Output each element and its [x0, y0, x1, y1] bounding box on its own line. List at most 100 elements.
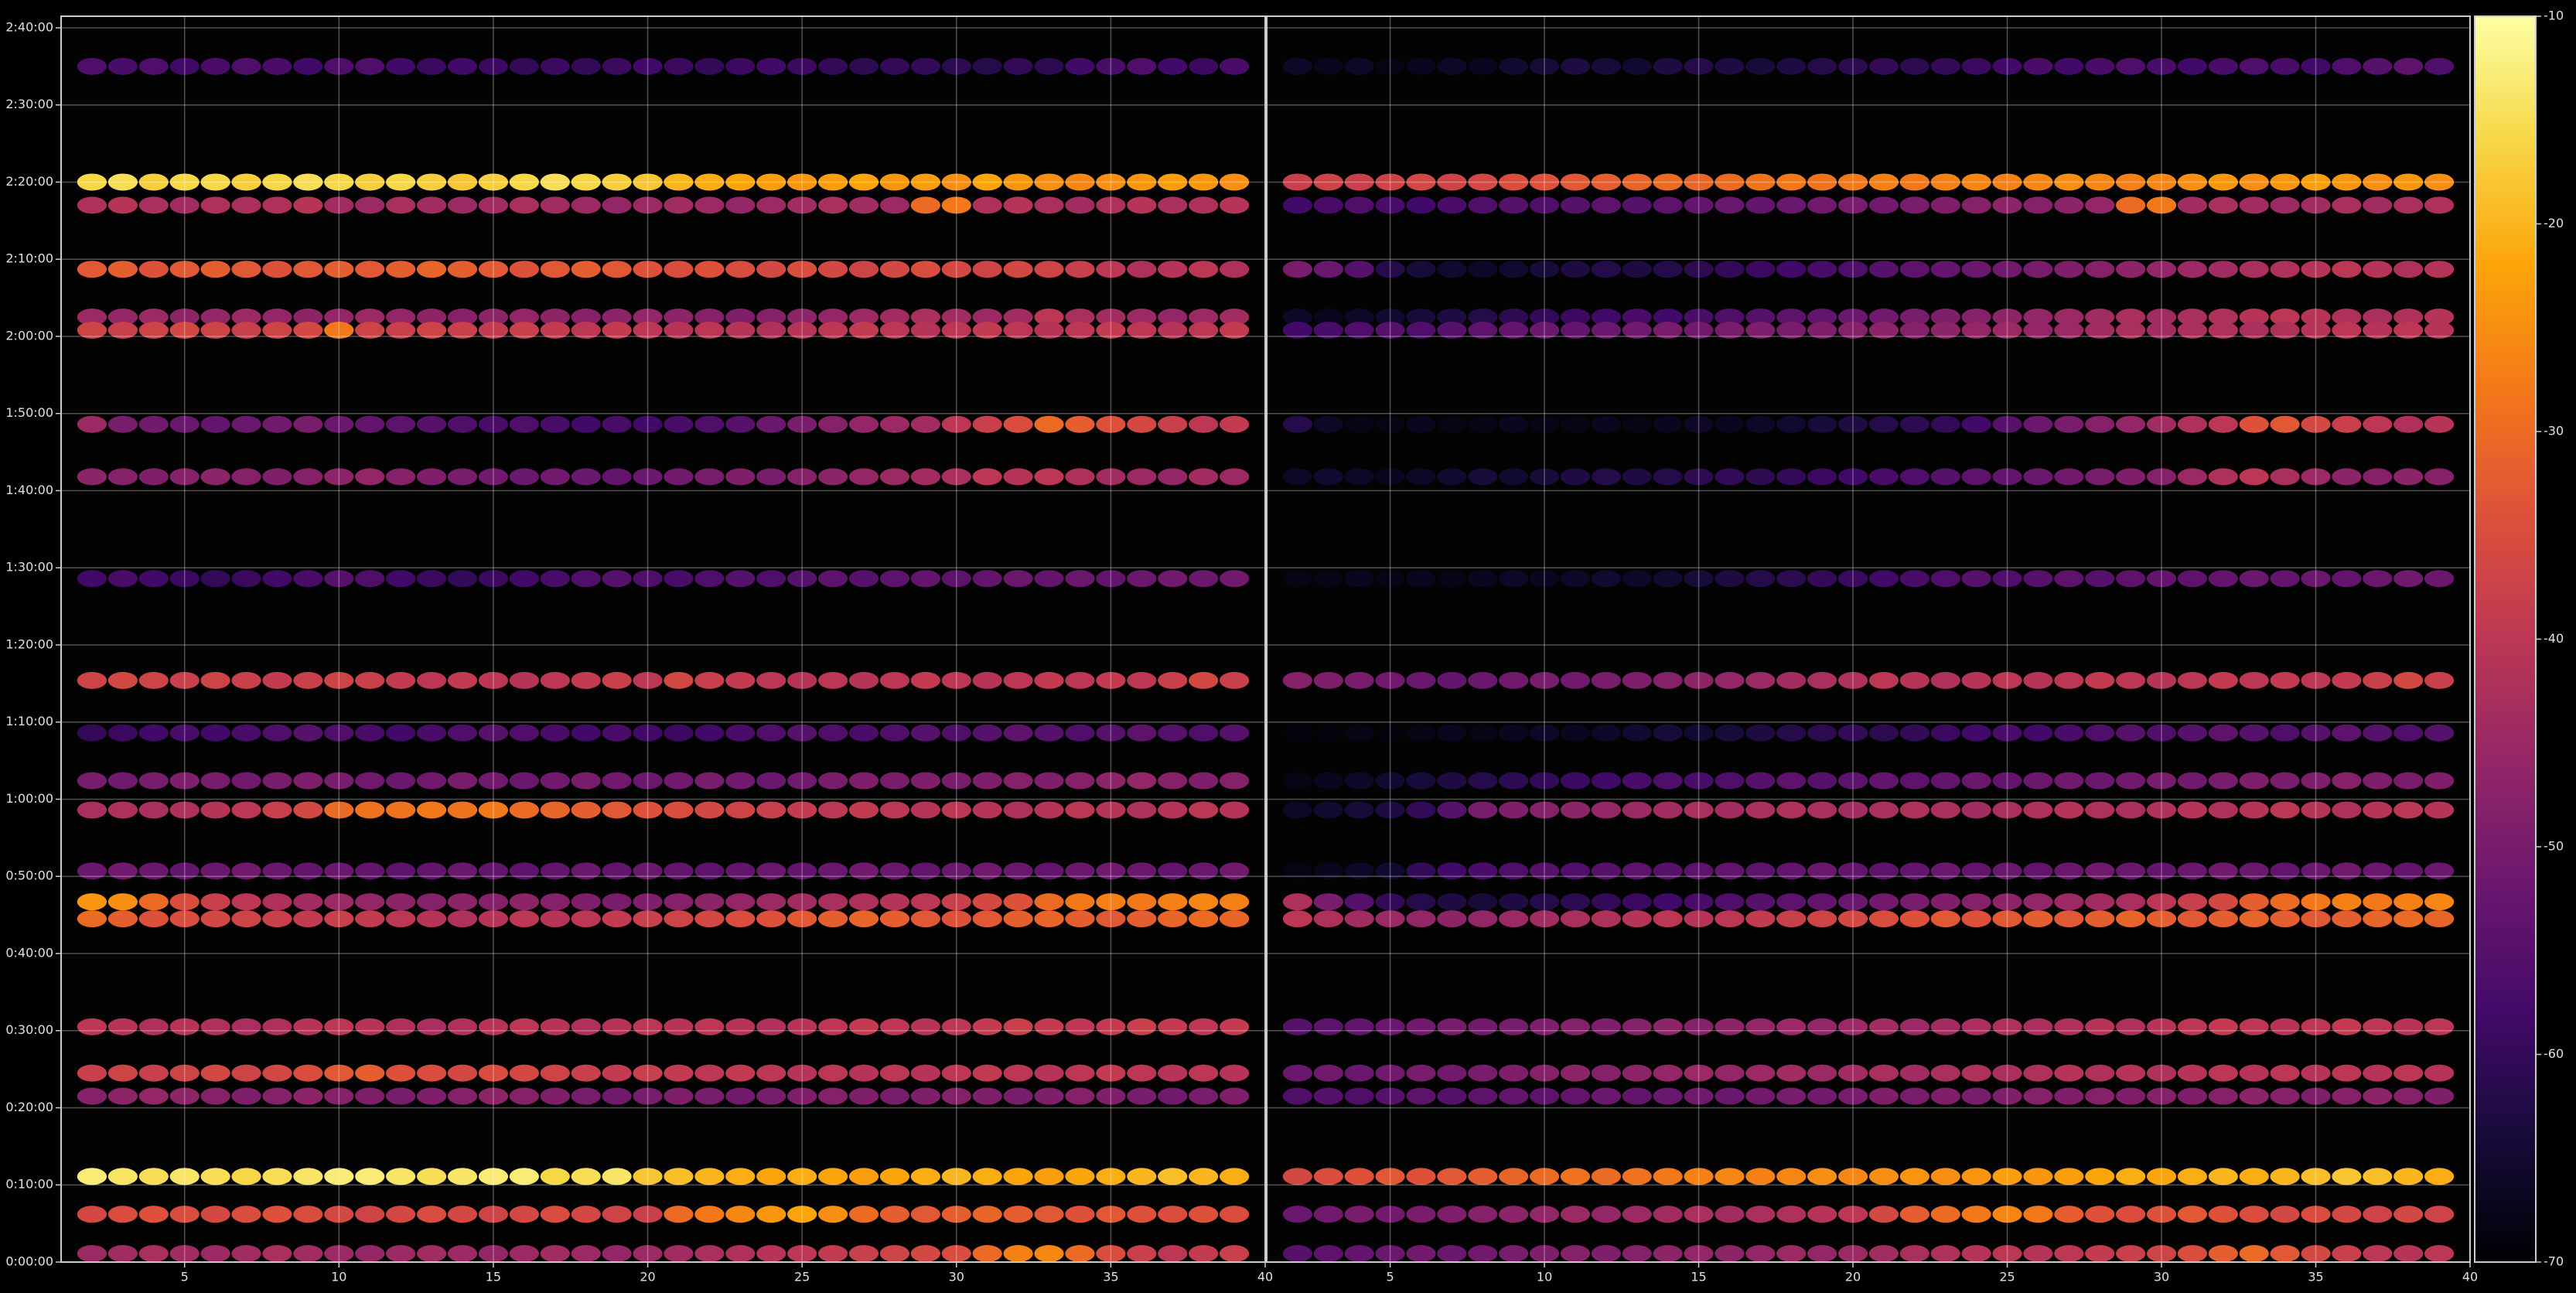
cell — [1776, 309, 1807, 326]
cell — [1992, 415, 2022, 433]
cell — [879, 1018, 910, 1035]
cell — [1468, 321, 1498, 339]
y-tick-label: 2:30:00 — [5, 97, 53, 111]
cell — [447, 173, 478, 191]
cell — [416, 468, 447, 486]
y-tick-label: 1:30:00 — [5, 560, 53, 575]
cell — [2146, 196, 2177, 214]
cell — [1219, 893, 1250, 911]
cell — [1003, 57, 1033, 75]
cell — [756, 415, 786, 433]
y-tick-label: 0:20:00 — [5, 1100, 53, 1114]
cell — [1034, 724, 1064, 742]
cell — [2424, 173, 2455, 191]
cell — [385, 1018, 416, 1035]
cell — [200, 261, 230, 278]
cell — [2239, 724, 2269, 742]
cell — [262, 1018, 292, 1035]
cell — [1622, 671, 1652, 689]
cell — [1961, 468, 1991, 486]
cell — [1591, 468, 1622, 486]
cell — [1899, 321, 1929, 339]
cell — [910, 671, 941, 689]
cell — [2239, 1064, 2269, 1082]
cell — [1961, 1064, 1991, 1082]
cell — [1003, 173, 1033, 191]
cell — [910, 1206, 941, 1223]
cell — [262, 910, 292, 928]
cell — [1219, 801, 1250, 819]
cell — [2146, 1064, 2177, 1082]
cell — [2332, 468, 2362, 486]
cell — [1158, 468, 1188, 486]
cell — [1868, 1245, 1899, 1263]
cell — [2239, 1087, 2269, 1105]
cell — [1992, 1245, 2022, 1263]
cell — [664, 1245, 694, 1263]
cell — [1745, 893, 1776, 911]
cell — [77, 570, 107, 588]
cell — [1560, 1087, 1591, 1105]
cell — [1096, 1018, 1126, 1035]
cell — [725, 196, 756, 214]
cell — [1591, 196, 1622, 214]
cell — [664, 415, 694, 433]
cell — [2424, 893, 2455, 911]
cell — [324, 415, 354, 433]
cell — [1282, 173, 1313, 191]
cell — [540, 57, 570, 75]
cell — [1560, 173, 1591, 191]
cell — [293, 1018, 323, 1035]
cell — [1745, 1018, 1776, 1035]
cell — [1591, 671, 1622, 689]
cell — [77, 801, 107, 819]
cell — [355, 261, 385, 278]
cell — [2023, 309, 2053, 326]
x-tick-label: 5 — [1386, 1270, 1394, 1284]
cell — [1344, 1018, 1374, 1035]
cell — [2301, 309, 2331, 326]
colorbar-tick-label: -60 — [2544, 1046, 2564, 1061]
cell — [1219, 261, 1250, 278]
cell — [416, 309, 447, 326]
cell — [1992, 772, 2022, 790]
cell — [1437, 57, 1467, 75]
cell — [694, 1206, 725, 1223]
cell — [1714, 57, 1745, 75]
cell — [107, 1168, 138, 1186]
cell — [385, 801, 416, 819]
cell — [138, 1168, 169, 1186]
cell — [1591, 893, 1622, 911]
cell — [725, 1087, 756, 1105]
cell — [231, 910, 261, 928]
cell — [1714, 1206, 1745, 1223]
cell — [879, 1245, 910, 1263]
x-tick-label: 5 — [181, 1270, 189, 1284]
cell — [1591, 321, 1622, 339]
cell — [1807, 309, 1837, 326]
cell — [1003, 468, 1033, 486]
cell — [1961, 261, 1991, 278]
cell — [416, 1087, 447, 1105]
cell — [1560, 1018, 1591, 1035]
cell — [2177, 309, 2208, 326]
cell — [1406, 724, 1436, 742]
cell — [1313, 772, 1343, 790]
cell — [2301, 801, 2331, 819]
cell — [107, 801, 138, 819]
cell — [2424, 321, 2455, 339]
cell — [1188, 196, 1219, 214]
cell — [1499, 910, 1529, 928]
cell — [1344, 910, 1374, 928]
cell — [1406, 309, 1436, 326]
cell — [694, 415, 725, 433]
cell — [138, 910, 169, 928]
cell — [231, 1064, 261, 1082]
cell — [1096, 1245, 1126, 1263]
cell — [972, 910, 1002, 928]
cell — [602, 1087, 632, 1105]
cell — [786, 862, 817, 880]
cell — [972, 1064, 1002, 1082]
cell — [416, 415, 447, 433]
